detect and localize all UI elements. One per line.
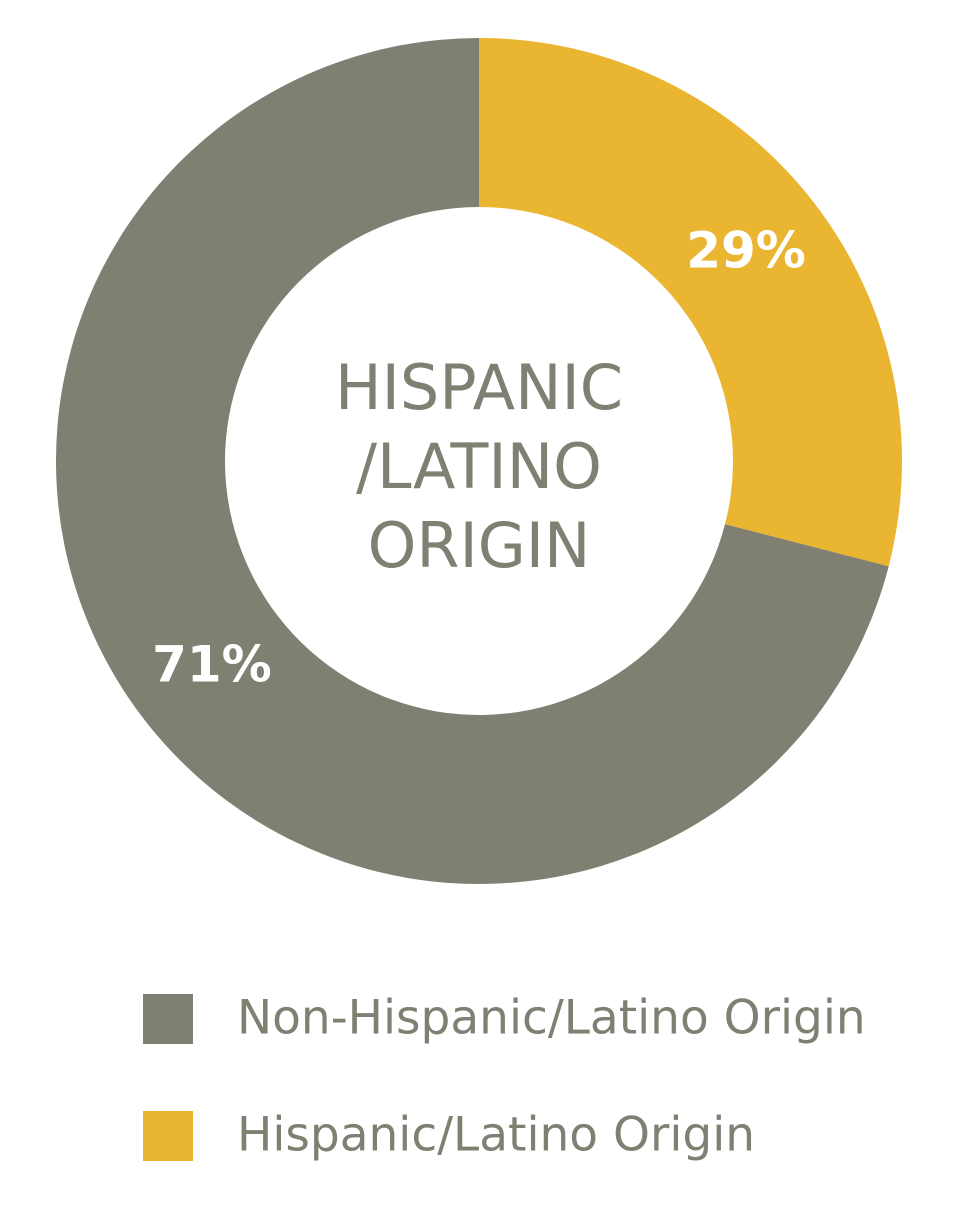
legend-swatch [143,994,193,1044]
value-label: 29% [686,221,806,279]
legend-label: Non-Hispanic/Latino Origin [237,991,866,1046]
donut-segment [56,38,889,884]
center-label: /LATINO [356,430,602,503]
legend-label: Hispanic/Latino Origin [237,1108,755,1163]
center-label: HISPANIC [335,351,623,424]
value-label: 71% [152,636,272,694]
donut-segment [479,38,902,567]
legend-swatch [143,1111,193,1161]
center-label: ORIGIN [368,509,591,582]
